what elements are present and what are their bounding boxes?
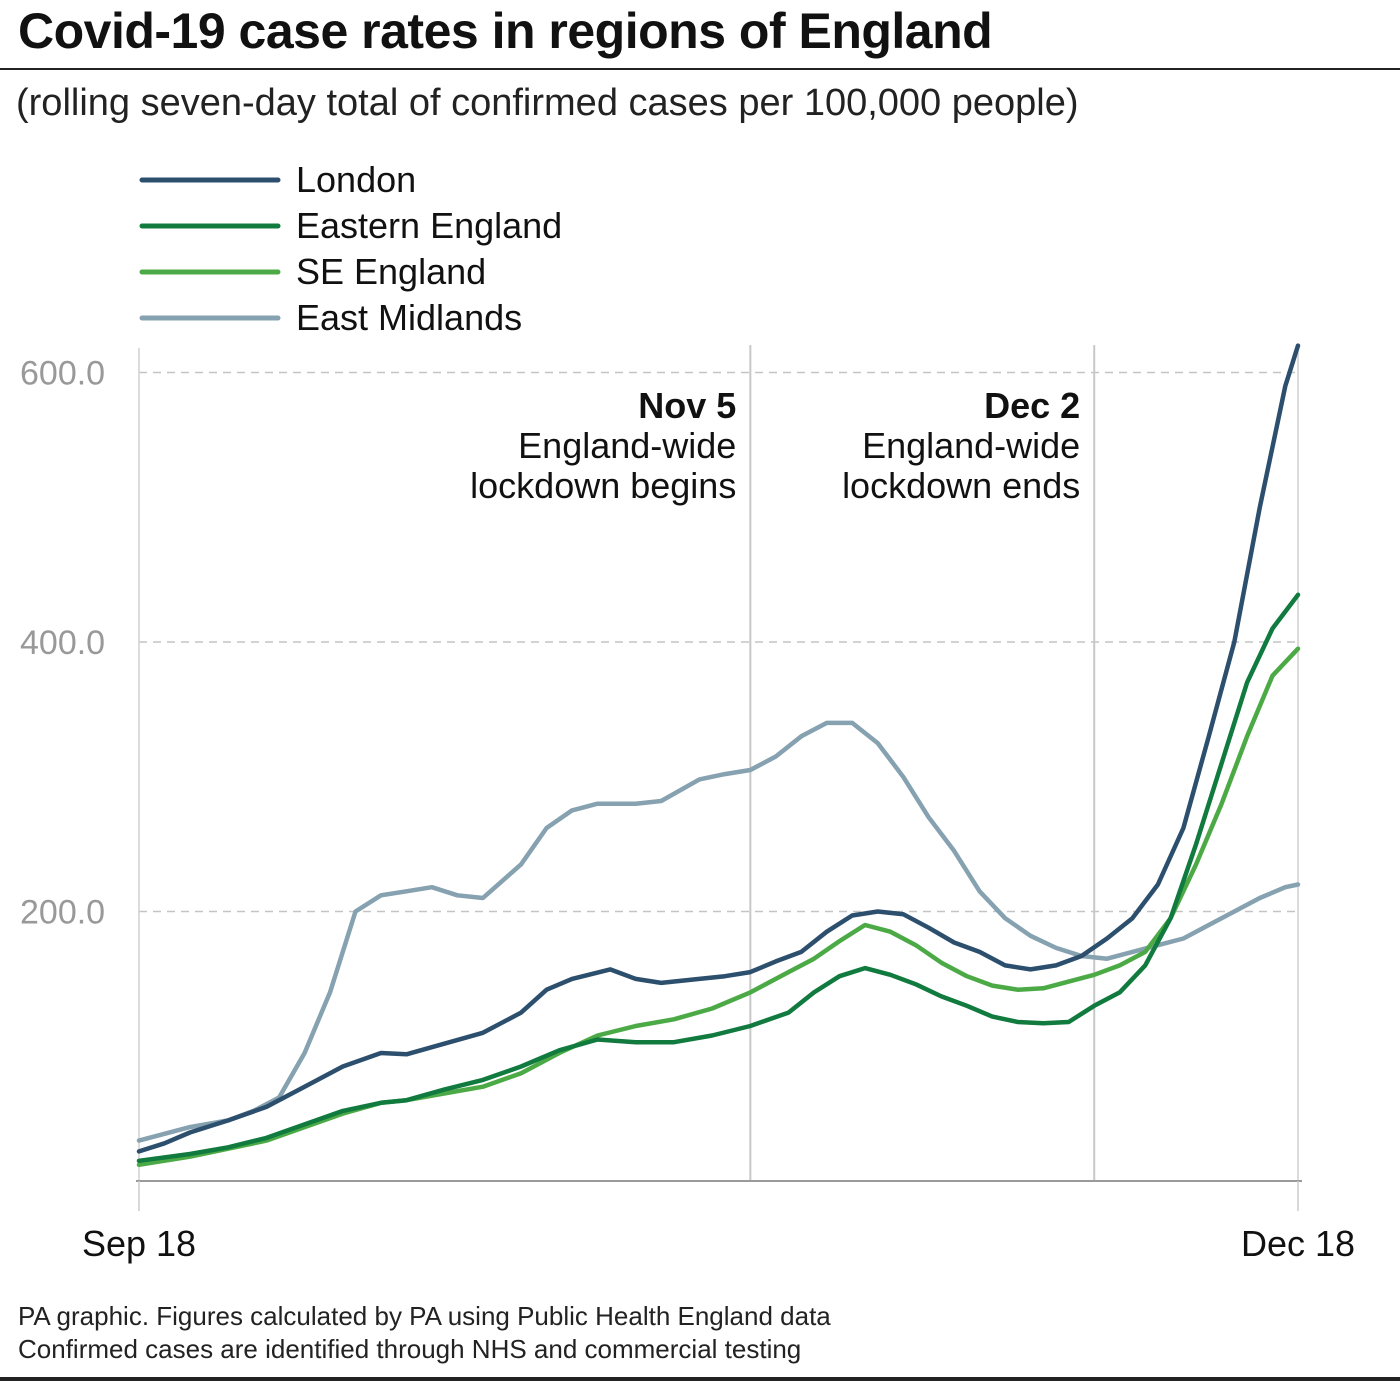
legend-label-eastern-england: Eastern England [296,205,562,246]
annotation-line2-1: lockdown begins [470,465,736,506]
annotation-lines [749,345,1096,1181]
annotation-line2-2: lockdown ends [842,465,1080,506]
annotation-title-2: Dec 2 [984,385,1080,426]
series-line-se-england [136,646,1301,1168]
chart-subtitle: (rolling seven-day total of confirmed ca… [16,82,1079,124]
annotation-line1-2: England-wide [862,425,1080,466]
footer-notes: PA graphic. Figures calculated by PA usi… [18,1300,831,1366]
y-tick-label: 400.0 [20,624,105,662]
series-line-london [136,343,1301,1154]
bottom-divider [0,1377,1400,1381]
legend: London Eastern England SE England East Midl… [139,159,562,338]
source-note: PA graphic. Figures calculated by PA usi… [18,1301,831,1331]
chart-title: Covid-19 case rates in regions of Englan… [18,3,993,59]
y-tick-label: 600.0 [20,355,105,393]
gridlines [139,371,1298,913]
legend-label-east-midlands: East Midlands [296,297,522,338]
legend-label-se-england: SE England [296,251,486,292]
x-tick-label-end: Dec 18 [1241,1223,1355,1264]
series-line-eastern-england [136,592,1301,1164]
title-divider [0,68,1400,70]
annotation-title-1: Nov 5 [638,385,736,426]
annotation-line1-1: England-wide [518,425,736,466]
legend-label-london: London [296,159,416,200]
series-line-east-midlands [136,720,1301,1143]
x-tick-label-start: Sep 18 [82,1223,196,1264]
y-tick-label: 200.0 [20,894,105,932]
x-axis [136,348,1302,1211]
methodology-note: Confirmed cases are identified through N… [18,1334,802,1364]
series-lines [136,343,1301,1168]
axis-labels: 200.0 400.0 600.0 Sep 18 Dec 18 [20,355,1355,1265]
